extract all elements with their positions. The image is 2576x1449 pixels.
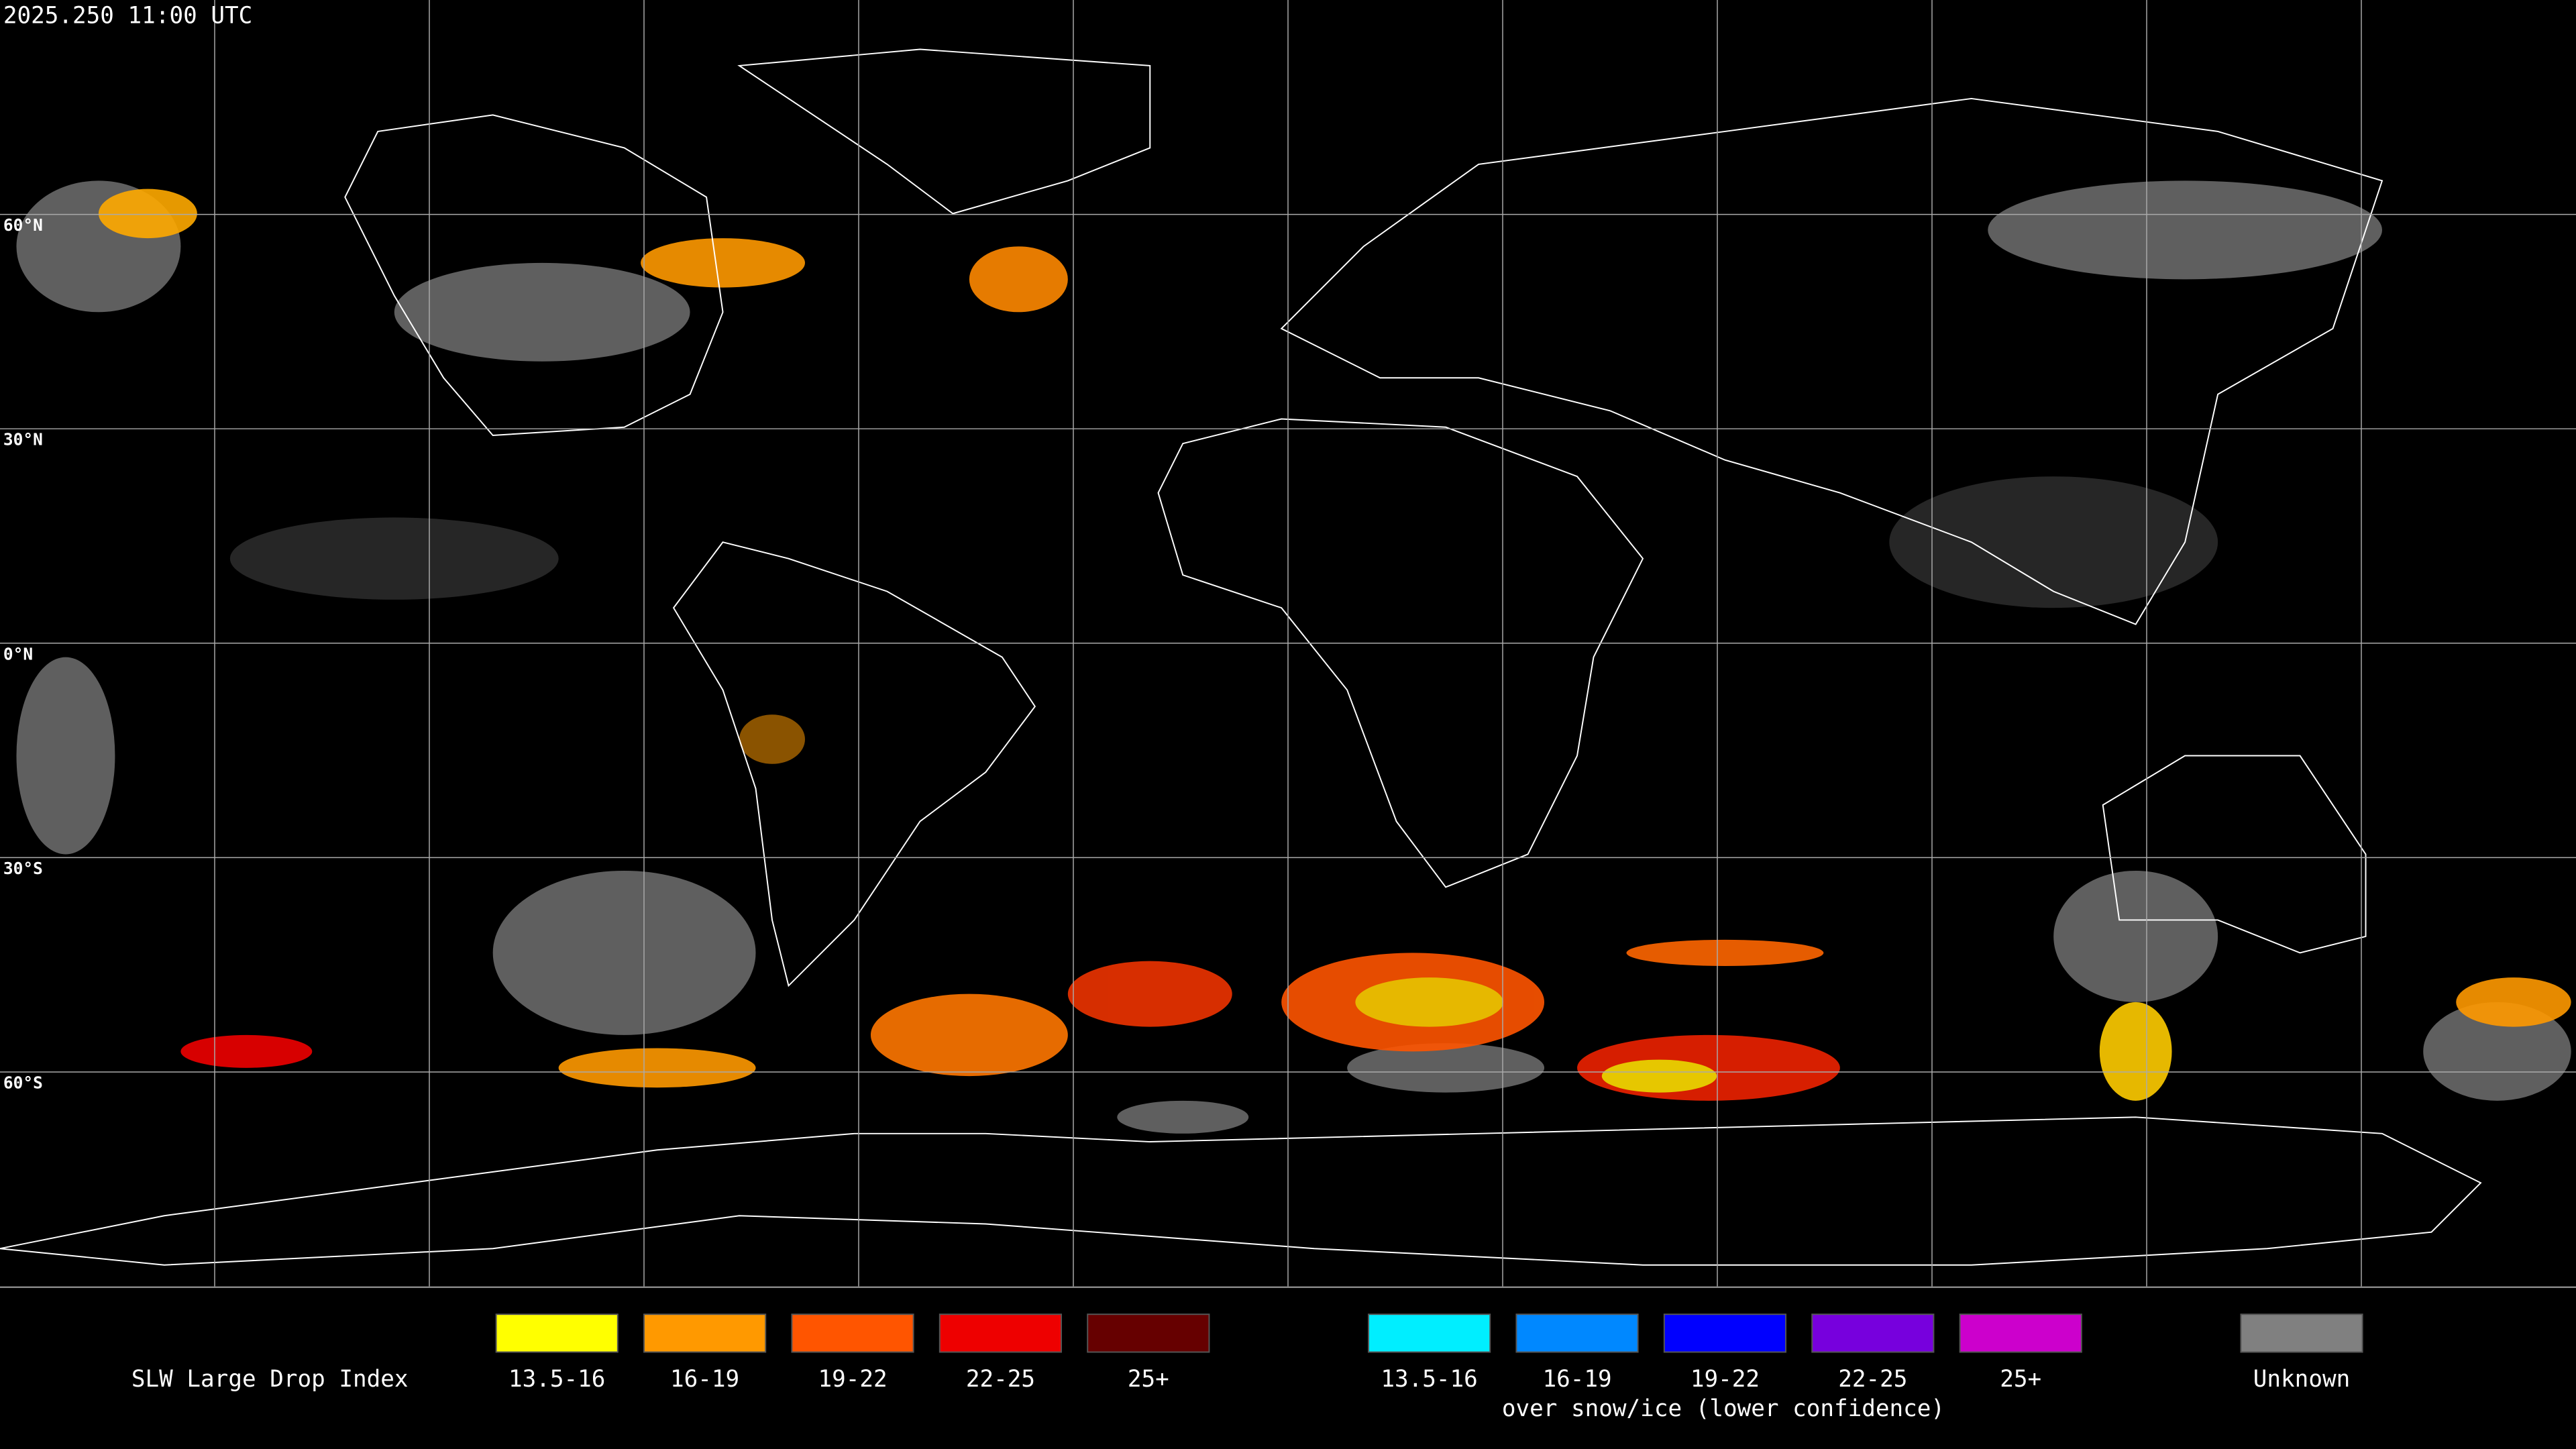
latitude-label: 30°N — [3, 430, 43, 449]
latitude-label: 0°N — [3, 644, 33, 663]
snow-caption: over snow/ice (lower confidence) — [1502, 1395, 1945, 1422]
legend-swatch — [1368, 1313, 1491, 1353]
legend-label: 16-19 — [670, 1366, 739, 1393]
coastlines — [0, 48, 2482, 1266]
legend-title: SLW Large Drop Index — [131, 1366, 409, 1393]
latitude-label: 60°N — [3, 215, 43, 235]
legend-label: 19-22 — [818, 1366, 887, 1393]
cloud-field — [16, 180, 2571, 1134]
latitude-label: 30°S — [3, 859, 43, 878]
legend-label: 13.5-16 — [508, 1366, 605, 1393]
legend-swatch — [1811, 1313, 1935, 1353]
legend-label: 22-25 — [1838, 1366, 1907, 1393]
graticule — [0, 0, 2576, 1287]
legend-label: 25+ — [1128, 1366, 1169, 1393]
legend-swatch — [495, 1313, 619, 1353]
legend-label: Unknown — [2253, 1366, 2350, 1393]
legend-swatch — [643, 1313, 767, 1353]
latitude-label: 60°S — [3, 1073, 43, 1092]
legend-swatch — [1663, 1313, 1787, 1353]
legend-label: 16-19 — [1542, 1366, 1611, 1393]
legend-swatch — [1515, 1313, 1639, 1353]
legend-label: 13.5-16 — [1381, 1366, 1477, 1393]
legend-swatch — [791, 1313, 914, 1353]
legend-label: 22-25 — [966, 1366, 1035, 1393]
map-border — [0, 1286, 2576, 1288]
legend-label: 19-22 — [1690, 1366, 1760, 1393]
legend-label: 25+ — [2000, 1366, 2041, 1393]
legend-swatch — [2240, 1313, 2363, 1353]
legend-swatch — [1959, 1313, 2082, 1353]
legend-swatch — [938, 1313, 1063, 1353]
timestamp: 2025.250 11:00 UTC — [3, 2, 252, 29]
legend-swatch — [1087, 1313, 1210, 1353]
latitude-labels: 60°N 30°N 0°N 30°S 60°S — [3, 215, 43, 1092]
legend: SLW Large Drop Index over snow/ice (lowe… — [131, 1313, 2363, 1422]
